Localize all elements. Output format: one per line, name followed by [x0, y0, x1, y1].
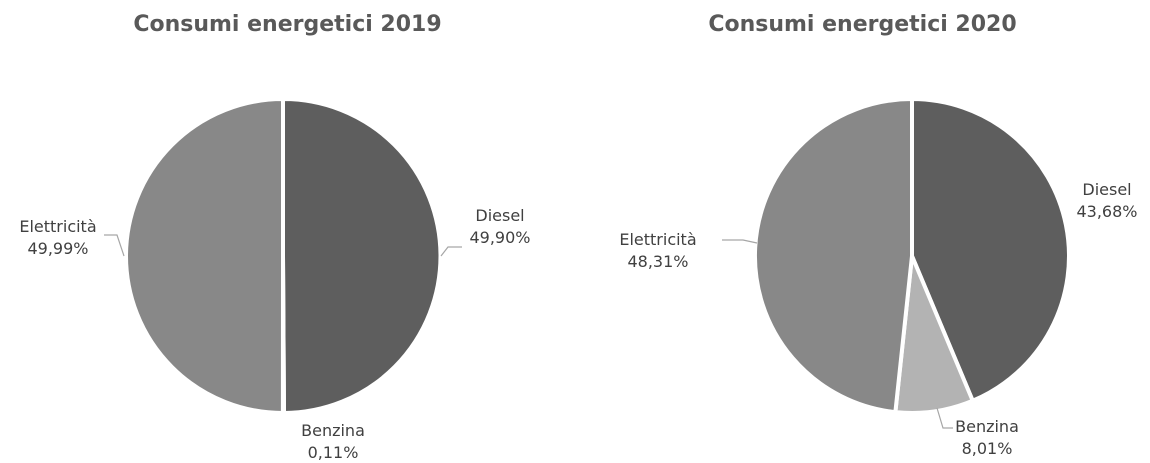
- data-label-value: 49,90%: [469, 228, 530, 247]
- leader-line: [440, 246, 462, 257]
- pie-slice-diesel: [910, 96, 1071, 404]
- pie-chart-2019: Consumi energetici 2019 Diesel 49,90% Benz…: [19, 12, 531, 462]
- pie-slice-elettricit: [752, 96, 914, 415]
- pie-chart-2020: Consumi energetici 2020 Diesel 43,68% Benz…: [575, 0, 1150, 463]
- data-label-name: Diesel: [1082, 180, 1131, 199]
- chart-title: Consumi energetici 2019: [133, 12, 442, 37]
- pie-plot: Diesel 49,90% Benzina 0,11% Elettricità 49,99…: [19, 96, 531, 462]
- pie-plot: Diesel 43,68% Benzina 8,01% Elettricità 48,31…: [619, 96, 1138, 458]
- data-label-value: 48,31%: [627, 252, 688, 271]
- data-label-value: 43,68%: [1076, 202, 1137, 221]
- data-label-name: Elettricità: [19, 217, 96, 236]
- data-label-value: 49,99%: [27, 239, 88, 258]
- chart-title: Consumi energetici 2020: [708, 12, 1017, 37]
- data-label-name: Benzina: [301, 421, 365, 440]
- leader-line: [722, 239, 758, 244]
- data-label-value: 8,01%: [962, 439, 1013, 458]
- data-label-name: Benzina: [955, 417, 1019, 436]
- pie-slice-elettricit: [123, 96, 285, 416]
- pie-slice-diesel: [281, 96, 443, 416]
- leader-line: [104, 234, 125, 257]
- leader-line: [936, 407, 953, 429]
- data-label-value: 0,11%: [308, 443, 359, 462]
- data-label-name: Diesel: [475, 206, 524, 225]
- data-label-name: Elettricità: [619, 230, 696, 249]
